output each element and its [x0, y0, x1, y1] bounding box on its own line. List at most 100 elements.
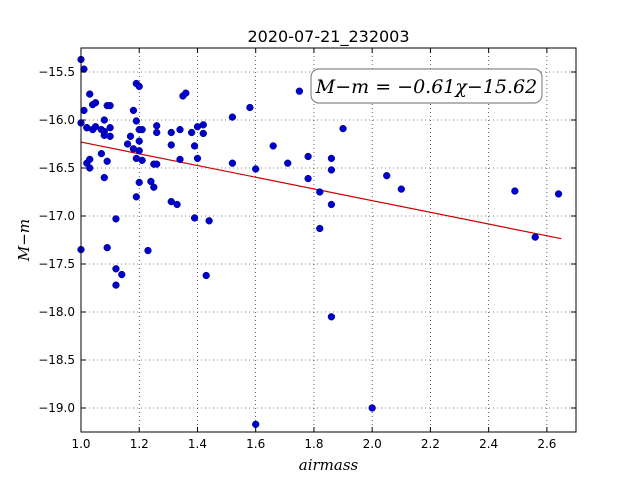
data-point: [167, 141, 175, 149]
data-point: [327, 166, 336, 174]
data-point: [202, 271, 210, 280]
data-point: [100, 116, 108, 124]
data-point: [106, 124, 114, 132]
data-point: [106, 101, 114, 110]
data-point: [269, 142, 277, 150]
data-point: [284, 159, 292, 167]
data-point: [295, 87, 304, 95]
data-point: [304, 174, 312, 183]
data-point: [138, 125, 146, 134]
data-point: [190, 142, 199, 150]
data-point: [182, 89, 190, 97]
data-point: [511, 187, 519, 195]
fit-equation-frame: [310, 68, 543, 104]
data-point: [129, 106, 138, 115]
data-point: [86, 155, 94, 164]
data-point: [138, 156, 146, 164]
data-point: [147, 177, 155, 186]
data-point: [327, 313, 336, 321]
x-tick-label: 2.6: [537, 437, 556, 451]
data-point: [126, 132, 135, 140]
data-point: [167, 128, 175, 137]
data-point: [339, 124, 347, 133]
x-tick-label: 1.8: [304, 437, 323, 451]
data-point: [100, 173, 108, 182]
data-point: [316, 224, 324, 233]
data-point: [106, 132, 114, 140]
data-point: [135, 82, 143, 91]
data-point: [368, 404, 376, 412]
y-tick-label: −15.5: [38, 65, 75, 79]
data-point: [153, 122, 161, 130]
data-point: [316, 188, 324, 196]
data-point: [86, 90, 94, 98]
data-point: [132, 117, 140, 125]
data-point: [190, 214, 199, 222]
data-point: [112, 265, 120, 273]
y-tick-label: −17.5: [38, 257, 75, 271]
data-point: [103, 244, 111, 252]
data-point: [252, 165, 260, 173]
data-point: [327, 154, 336, 163]
x-tick-label: 1.6: [246, 437, 265, 451]
chart-title: 2020-07-21_232003: [247, 27, 409, 47]
ticks-group: 1.0 1.2 1.4 1.6 1.8 2.0 2.2 2.4 2.6 −15.5 −16.0 −16…: [38, 48, 576, 451]
data-point: [246, 103, 254, 112]
data-point: [135, 147, 143, 155]
data-point: [135, 178, 143, 187]
data-point: [118, 270, 126, 279]
data-point: [304, 152, 312, 161]
data-point: [173, 200, 181, 209]
data-point: [80, 106, 88, 115]
data-point: [193, 154, 202, 163]
data-point: [153, 160, 161, 168]
x-tick-label: 1.2: [130, 437, 149, 451]
plot-frame: [80, 47, 577, 433]
data-point: [205, 217, 213, 225]
data-point: [327, 200, 336, 209]
data-point: [228, 159, 237, 167]
x-tick-label: 2.0: [363, 437, 382, 451]
data-point: [176, 155, 184, 164]
data-point: [397, 185, 405, 193]
data-point: [199, 121, 207, 129]
x-tick-label: 1.0: [71, 437, 90, 451]
y-tick-label: −18.0: [38, 305, 75, 319]
grid: [80, 48, 576, 432]
y-tick-label: −18.5: [38, 353, 75, 367]
data-point: [228, 113, 237, 121]
x-tick-label: 2.2: [421, 437, 440, 451]
data-point: [554, 190, 563, 198]
y-tick-label: −17.0: [38, 209, 75, 223]
data-point: [531, 233, 539, 241]
data-point: [167, 197, 175, 206]
data-point: [199, 129, 207, 138]
y-tick-label: −16.5: [38, 161, 75, 175]
data-point: [153, 128, 161, 137]
data-point: [187, 128, 196, 137]
x-tick-label: 2.4: [479, 437, 498, 451]
data-point: [123, 140, 132, 148]
x-axis-label: airmass: [299, 456, 359, 474]
data-point: [150, 183, 158, 191]
points-group: [77, 55, 563, 428]
data-point: [91, 123, 100, 131]
data-point: [91, 99, 100, 107]
data-point: [112, 215, 120, 223]
fit-equation-box: M−m = −0.61χ−15.62: [310, 68, 543, 104]
data-point: [132, 193, 140, 201]
data-point: [252, 420, 260, 428]
data-point: [383, 172, 391, 180]
data-point: [86, 164, 94, 172]
data-point: [97, 149, 106, 158]
fit-equation-label: M−m = −0.61χ−15.62: [315, 76, 537, 98]
x-tick-label: 1.4: [188, 437, 207, 451]
data-point: [135, 137, 143, 145]
data-point: [144, 246, 152, 255]
data-point: [103, 157, 111, 165]
data-point: [112, 281, 120, 289]
y-tick-label: −16.0: [38, 113, 75, 127]
data-point: [176, 125, 184, 134]
